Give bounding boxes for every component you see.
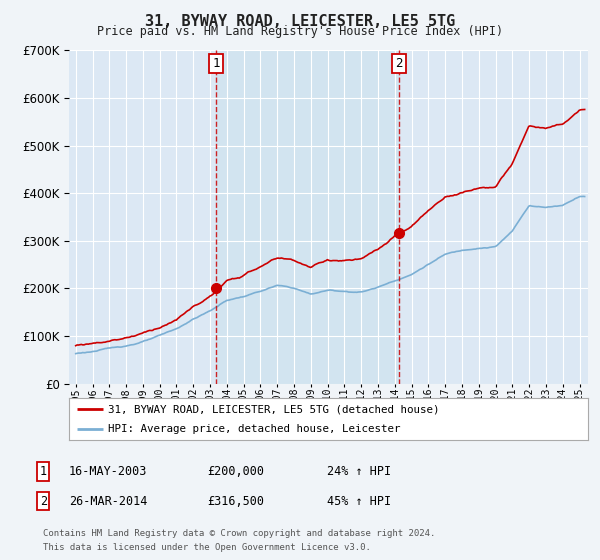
Text: Contains HM Land Registry data © Crown copyright and database right 2024.: Contains HM Land Registry data © Crown c…	[43, 529, 436, 538]
Text: HPI: Average price, detached house, Leicester: HPI: Average price, detached house, Leic…	[108, 424, 400, 434]
Text: 1: 1	[212, 57, 220, 70]
Text: 26-MAR-2014: 26-MAR-2014	[69, 494, 148, 508]
Text: 16-MAY-2003: 16-MAY-2003	[69, 465, 148, 478]
Text: This data is licensed under the Open Government Licence v3.0.: This data is licensed under the Open Gov…	[43, 543, 371, 552]
Text: £200,000: £200,000	[207, 465, 264, 478]
Text: £316,500: £316,500	[207, 494, 264, 508]
Text: 45% ↑ HPI: 45% ↑ HPI	[327, 494, 391, 508]
Text: 2: 2	[40, 494, 47, 508]
Text: 2: 2	[395, 57, 403, 70]
Text: 1: 1	[40, 465, 47, 478]
Text: 31, BYWAY ROAD, LEICESTER, LE5 5TG: 31, BYWAY ROAD, LEICESTER, LE5 5TG	[145, 14, 455, 29]
Bar	[217, 50, 399, 384]
Text: 24% ↑ HPI: 24% ↑ HPI	[327, 465, 391, 478]
Text: 31, BYWAY ROAD, LEICESTER, LE5 5TG (detached house): 31, BYWAY ROAD, LEICESTER, LE5 5TG (deta…	[108, 404, 439, 414]
Text: Price paid vs. HM Land Registry's House Price Index (HPI): Price paid vs. HM Land Registry's House …	[97, 25, 503, 38]
